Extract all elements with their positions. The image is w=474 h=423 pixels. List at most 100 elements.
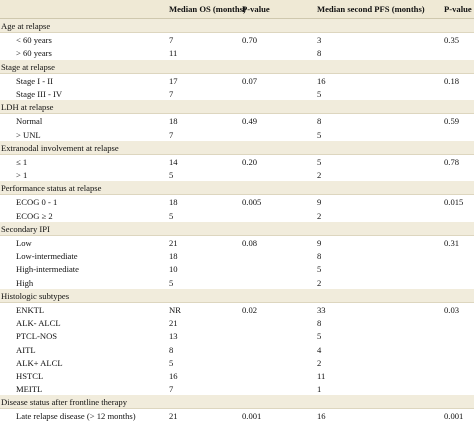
row-label: > 60 years <box>16 48 52 59</box>
row-label: ALK+ ALCL <box>16 357 63 368</box>
table-row: Stage III - IV 7 5 <box>0 86 474 101</box>
row-label: ≤ 1 <box>16 156 28 167</box>
table-row: ECOG ≥ 2 5 2 <box>0 208 474 222</box>
cell-median-os: 21 <box>169 411 178 422</box>
table-row: ENKTL NR 0.02 33 0.03 <box>0 301 474 317</box>
cell-p-value-os: 0.20 <box>242 156 258 167</box>
cell-median-second-pfs: 5 <box>317 88 322 99</box>
row-label: Late relapse disease (> 12 months) <box>16 411 136 422</box>
cell-median-second-pfs: 4 <box>317 344 322 355</box>
cell-median-os: 16 <box>169 370 178 381</box>
cell-median-os: 7 <box>169 88 174 99</box>
table-row: High-intermediate 10 5 <box>0 262 474 276</box>
table-header-row: Median OS (months) P-value Median second… <box>0 0 474 19</box>
row-label: Low-intermediate <box>16 251 78 262</box>
table-section-row: Stage at relapse <box>0 59 474 73</box>
cell-median-second-pfs: 5 <box>317 331 322 342</box>
cell-median-os: 18 <box>169 251 178 262</box>
table-row: High 5 2 <box>0 275 474 289</box>
cell-median-second-pfs: 5 <box>317 264 322 275</box>
cell-p-value-pfs: 0.78 <box>444 156 460 167</box>
row-label: ECOG 0 - 1 <box>16 197 58 208</box>
table-row: < 60 years 7 0.70 3 0.35 <box>0 32 474 47</box>
cell-median-os: 5 <box>169 277 174 288</box>
table-body: Age at relapse < 60 years 7 0.70 3 0.35 > 60 y… <box>0 19 474 423</box>
cell-median-os: 18 <box>169 116 178 127</box>
cell-median-os: 5 <box>169 170 174 181</box>
cell-p-value-os: 0.08 <box>242 238 258 248</box>
cell-median-os: 8 <box>169 344 174 355</box>
cell-p-value-pfs: 0.31 <box>444 238 460 248</box>
table-row: Low 21 0.08 9 0.31 <box>0 235 474 250</box>
cell-median-second-pfs: 16 <box>317 75 326 86</box>
cell-p-value-os: 0.001 <box>242 411 262 422</box>
cell-median-os: 21 <box>169 238 178 248</box>
cell-median-second-pfs: 33 <box>317 304 326 315</box>
table-section-row: LDH at relapse <box>0 100 474 114</box>
table-row: Low-intermediate 18 8 <box>0 249 474 263</box>
row-label: Normal <box>16 116 43 127</box>
cell-p-value-pfs: 0.03 <box>444 304 460 315</box>
table-row: > UNL 7 5 <box>0 127 474 141</box>
table-section-row: Extranodal involvement at relapse <box>0 140 474 154</box>
row-label: < 60 years <box>16 35 52 46</box>
row-label: ECOG ≥ 2 <box>16 210 53 221</box>
table-row: ECOG 0 - 1 18 0.005 9 0.015 <box>0 194 474 209</box>
table-row: > 1 5 2 <box>0 168 474 182</box>
cell-median-second-pfs: 11 <box>317 370 326 381</box>
row-label: ALK- ALCL <box>16 318 61 329</box>
cell-p-value-os: 0.005 <box>242 197 262 208</box>
cell-median-os: NR <box>169 304 181 315</box>
row-label: ENKTL <box>16 304 45 315</box>
cell-median-second-pfs: 3 <box>317 35 322 46</box>
row-label: HSTCL <box>16 370 44 381</box>
table-row: > 60 years 11 8 <box>0 46 474 60</box>
cell-p-value-os: 0.49 <box>242 116 258 127</box>
row-label: Age at relapse <box>1 21 51 31</box>
cell-median-second-pfs: 5 <box>317 129 322 140</box>
cell-median-second-pfs: 2 <box>317 277 322 288</box>
row-label: MEITL <box>16 384 43 395</box>
header-median-os: Median OS (months) <box>169 4 246 14</box>
table-row: MEITL 7 1 <box>0 382 474 396</box>
cell-median-second-pfs: 9 <box>317 197 322 208</box>
row-label: Low <box>16 238 32 248</box>
cell-median-second-pfs: 8 <box>317 116 322 127</box>
table-row: ≤ 1 14 0.20 5 0.78 <box>0 153 474 169</box>
cell-p-value-os: 0.07 <box>242 75 258 86</box>
cell-p-value-pfs: 0.015 <box>444 197 464 208</box>
table-row: PTCL-NOS 13 5 <box>0 329 474 343</box>
row-label: Secondary IPI <box>1 223 50 234</box>
cell-median-os: 10 <box>169 264 178 275</box>
cell-median-second-pfs: 8 <box>317 251 322 262</box>
table-section-row: Secondary IPI <box>0 221 474 235</box>
table-section-row: Disease status after frontline therapy <box>0 395 474 409</box>
cell-median-os: 14 <box>169 156 178 167</box>
cell-p-value-pfs: 0.59 <box>444 116 460 127</box>
cell-median-os: 21 <box>169 318 178 329</box>
cell-median-os: 7 <box>169 129 174 140</box>
cell-median-second-pfs: 1 <box>317 384 322 395</box>
cell-median-second-pfs: 9 <box>317 238 322 248</box>
row-label: AITL <box>16 344 36 355</box>
table-row: Stage I - II 17 0.07 16 0.18 <box>0 72 474 87</box>
table-row: ALK- ALCL 21 8 <box>0 316 474 330</box>
table-row: Late relapse disease (> 12 months) 21 0.00… <box>0 408 474 423</box>
table-section-row: Age at relapse <box>0 19 474 33</box>
table-row: ALK+ ALCL 5 2 <box>0 355 474 369</box>
cell-p-value-os: 0.70 <box>242 35 258 46</box>
cell-median-second-pfs: 16 <box>317 411 326 422</box>
cell-median-second-pfs: 8 <box>317 48 322 59</box>
cell-median-os: 17 <box>169 75 178 86</box>
row-label: High <box>16 277 34 288</box>
row-label: Stage III - IV <box>16 88 63 99</box>
cell-median-os: 18 <box>169 197 178 208</box>
row-label: Histologic subtypes <box>1 290 70 301</box>
cell-median-os: 5 <box>169 210 174 221</box>
row-label: High-intermediate <box>16 264 79 275</box>
cell-median-os: 7 <box>169 35 174 46</box>
row-label: > UNL <box>16 129 41 140</box>
cell-p-value-os: 0.02 <box>242 304 258 315</box>
cell-median-second-pfs: 2 <box>317 170 322 181</box>
